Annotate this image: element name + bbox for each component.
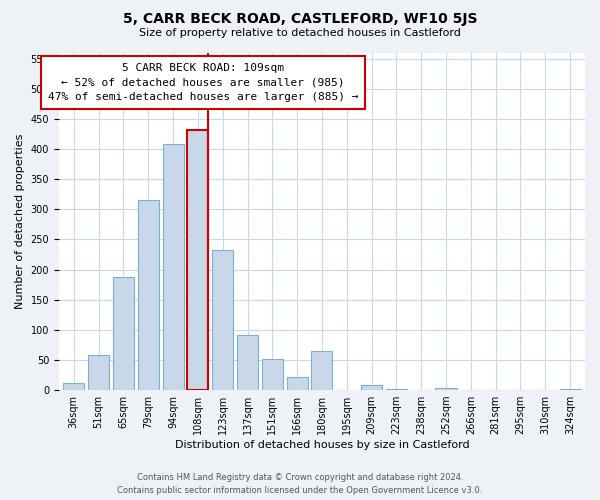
Bar (113, 278, 134, 390)
Text: Size of property relative to detached houses in Castleford: Size of property relative to detached ho… (139, 28, 461, 38)
Bar (560, 389, 581, 390)
Bar (212, 250, 233, 390)
Bar (237, 334, 258, 390)
Bar (361, 386, 382, 390)
Bar (63, 383, 85, 390)
Bar (137, 200, 159, 390)
Bar (311, 351, 332, 390)
Bar (163, 144, 184, 390)
X-axis label: Distribution of detached houses by size in Castleford: Distribution of detached houses by size … (175, 440, 469, 450)
Bar (287, 377, 308, 390)
Bar (187, 130, 208, 390)
Bar (88, 355, 109, 390)
Bar (386, 389, 407, 390)
Text: Contains HM Land Registry data © Crown copyright and database right 2024.
Contai: Contains HM Land Registry data © Crown c… (118, 474, 482, 495)
Text: 5, CARR BECK ROAD, CASTLEFORD, WF10 5JS: 5, CARR BECK ROAD, CASTLEFORD, WF10 5JS (123, 12, 477, 26)
Bar (262, 358, 283, 390)
Text: 5 CARR BECK ROAD: 109sqm
← 52% of detached houses are smaller (985)
47% of semi-: 5 CARR BECK ROAD: 109sqm ← 52% of detach… (47, 62, 358, 102)
Y-axis label: Number of detached properties: Number of detached properties (15, 134, 25, 309)
Bar (436, 388, 457, 390)
